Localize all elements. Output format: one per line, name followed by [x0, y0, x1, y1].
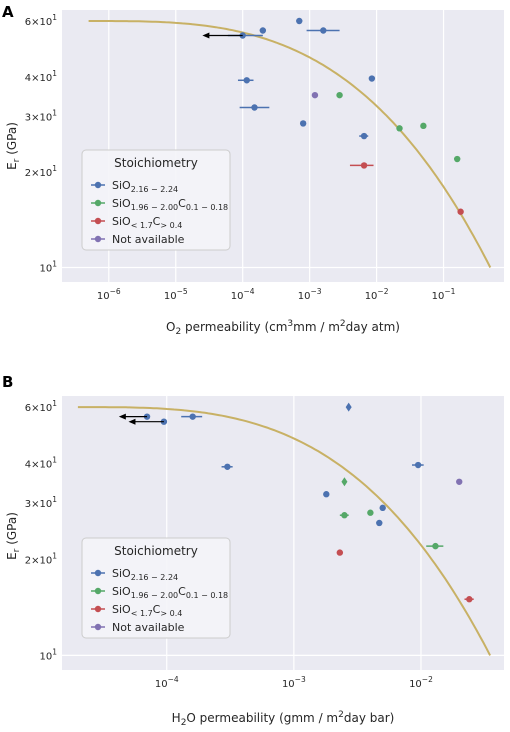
y-tick-label: 6×101	[25, 399, 57, 414]
legend-title: Stoichiometry	[114, 544, 198, 558]
data-point	[360, 162, 368, 169]
x-tick-label: 10−5	[164, 287, 188, 302]
fit-curve-a	[88, 20, 492, 268]
x-tick-label: 10−4	[155, 675, 179, 690]
legend-swatch	[94, 623, 102, 631]
y-tick-label: 101	[39, 260, 57, 275]
data-point	[243, 77, 250, 84]
legend-title: Stoichiometry	[114, 156, 198, 170]
legend-entry: SiO2.16 − 2.24	[112, 179, 178, 194]
y-tick-label: 2×101	[25, 164, 57, 179]
points-a	[202, 17, 464, 215]
data-point	[379, 504, 386, 512]
data-point	[224, 463, 231, 470]
y-tick-label: 101	[39, 647, 57, 662]
panel-b: B 10−4 10−3 10−2 101 2×101 3×101 4×101 6×101 H…	[2, 373, 504, 728]
data-point	[420, 122, 427, 130]
legend-entry: Not available	[112, 621, 185, 634]
fit-curve	[88, 20, 492, 268]
x-axis-label-b: H2O permeability (gmm / m2day bar)	[172, 710, 395, 728]
x-ticks-a: 10−6 10−5 10−4 10−3 10−2 10−1	[97, 287, 456, 302]
grid-a	[62, 10, 504, 282]
data-point	[360, 132, 368, 140]
x-ticks-b: 10−4 10−3 10−2	[155, 675, 433, 690]
legend-swatch	[94, 217, 102, 225]
data-point	[341, 512, 348, 519]
y-ticks-b: 101 2×101 3×101 4×101 6×101	[25, 399, 57, 662]
y-ticks-a: 101 2×101 3×101 4×101 6×101	[25, 13, 57, 274]
x-tick-label: 10−1	[432, 287, 456, 302]
y-tick-label: 4×101	[25, 69, 57, 84]
points-b	[118, 402, 474, 603]
data-point	[251, 104, 258, 111]
data-point	[320, 27, 327, 34]
data-point	[189, 413, 196, 420]
data-point	[466, 596, 473, 603]
data-point	[456, 478, 463, 485]
data-point	[376, 519, 383, 527]
y-tick-label: 3×101	[25, 108, 57, 123]
fit-curve	[77, 406, 491, 656]
legend-swatch	[94, 569, 102, 577]
legend-entry: SiO1.96 − 2.00C0.1 − 0.18	[112, 585, 228, 600]
y-tick-label: 3×101	[25, 495, 57, 510]
panel-a: A 10−6 10−5 10−4 10−3 10−2 10−1 101 2×101 3×101…	[2, 3, 504, 337]
x-tick-label: 10−3	[298, 287, 322, 302]
legend-swatch	[94, 199, 102, 207]
data-point	[414, 461, 422, 469]
data-point	[336, 549, 344, 556]
legend-entry: SiO2.16 − 2.24	[112, 567, 178, 582]
x-tick-label: 10−2	[409, 675, 433, 690]
x-tick-label: 10−3	[282, 675, 306, 690]
limit-arrowhead	[202, 32, 210, 39]
y-tick-label: 2×101	[25, 551, 57, 566]
y-tick-label: 4×101	[25, 455, 57, 470]
legend-b: Stoichiometry SiO2.16 − 2.24 SiO1.96 − 2.0…	[81, 537, 231, 639]
limit-arrowhead	[128, 418, 136, 425]
data-point	[457, 208, 464, 215]
panel-a-letter: A	[2, 3, 14, 21]
x-axis-label-a: O2 permeability (cm3mm / m2day atm)	[166, 319, 400, 337]
legend-swatch	[94, 587, 102, 595]
data-point	[368, 75, 376, 82]
legend-box	[81, 149, 231, 251]
legend-swatch	[94, 235, 102, 243]
panel-b-letter: B	[2, 373, 13, 391]
data-point	[341, 477, 348, 487]
data-point	[454, 155, 461, 163]
data-point	[345, 402, 352, 412]
fit-curve-b	[77, 406, 491, 656]
legend-entry: SiO1.96 − 2.00C0.1 − 0.18	[112, 197, 228, 212]
x-tick-label: 10−6	[97, 287, 121, 302]
data-point	[296, 17, 303, 25]
y-tick-label: 6×101	[25, 13, 57, 28]
data-point	[367, 509, 374, 516]
legend-swatch	[94, 605, 102, 613]
limit-arrowhead	[118, 413, 126, 420]
data-point	[396, 125, 403, 132]
legend-entry: Not available	[112, 233, 185, 246]
y-axis-label-b: Er (GPa)	[5, 512, 22, 560]
x-tick-label: 10−2	[365, 287, 389, 302]
data-point	[336, 91, 343, 99]
y-axis-label-a: Er (GPa)	[5, 122, 22, 170]
data-point	[311, 91, 319, 99]
legend-box	[81, 537, 231, 639]
legend-a: Stoichiometry SiO2.16 − 2.24 SiO1.96 − 2.0…	[81, 149, 231, 251]
data-point	[323, 491, 330, 498]
data-point	[259, 27, 267, 34]
data-point	[432, 542, 439, 550]
data-point	[299, 120, 307, 127]
legend-entry: SiO< 1.7C> 0.4	[112, 603, 182, 618]
legend-swatch	[94, 181, 102, 189]
x-tick-label: 10−4	[231, 287, 255, 302]
legend-entry: SiO< 1.7C> 0.4	[112, 215, 182, 230]
